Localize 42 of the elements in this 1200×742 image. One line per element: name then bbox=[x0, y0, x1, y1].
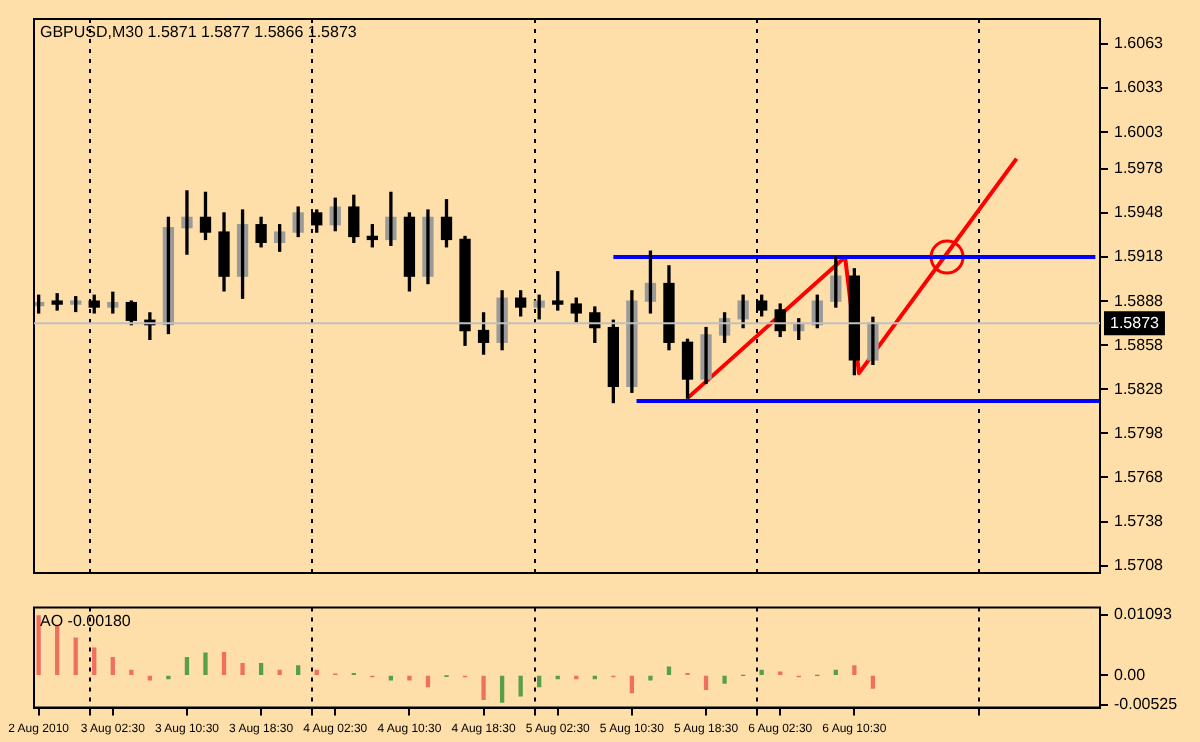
bar bbox=[277, 669, 282, 676]
bar bbox=[296, 665, 301, 676]
y-tick-label: -0.00525 bbox=[1114, 694, 1179, 713]
chart-title: GBPUSD,M30 1.5871 1.5877 1.5866 1.5873 bbox=[40, 23, 358, 42]
bar bbox=[870, 675, 876, 689]
chart-title: AO -0.00180 bbox=[40, 612, 132, 631]
bar bbox=[221, 651, 227, 676]
ref-line-label: 1.5873 bbox=[1110, 313, 1161, 332]
y-tick-label: 1.5948 bbox=[1114, 203, 1165, 222]
y-tick-label: 1.6003 bbox=[1114, 122, 1165, 141]
bar bbox=[722, 675, 727, 684]
bar bbox=[258, 663, 264, 676]
bar bbox=[537, 675, 542, 688]
y-tick-label: 1.5978 bbox=[1114, 159, 1165, 178]
y-tick-label: 1.5708 bbox=[1114, 556, 1165, 575]
bar bbox=[481, 675, 486, 700]
bar bbox=[499, 675, 505, 703]
y-tick-label: 1.6033 bbox=[1114, 78, 1165, 97]
bar bbox=[184, 656, 190, 676]
y-tick-label: 1.5918 bbox=[1114, 247, 1165, 266]
bar bbox=[407, 675, 412, 681]
y-tick-label: 1.6063 bbox=[1114, 34, 1165, 53]
bar bbox=[648, 675, 653, 681]
y-tick-label: 1.5798 bbox=[1114, 423, 1165, 442]
bar bbox=[110, 656, 115, 676]
y-tick-label: 0.01093 bbox=[1114, 605, 1173, 624]
bar bbox=[852, 665, 857, 676]
y-tick-label: 1.5768 bbox=[1114, 467, 1165, 486]
bar bbox=[36, 615, 41, 676]
y-tick-label: 1.5828 bbox=[1114, 379, 1165, 398]
bar bbox=[666, 666, 672, 676]
y-tick-label: 1.5888 bbox=[1114, 291, 1165, 310]
bar bbox=[92, 647, 97, 676]
bar bbox=[518, 675, 523, 697]
y-tick-label: 1.5738 bbox=[1114, 511, 1165, 530]
bar bbox=[425, 675, 431, 688]
y-tick-label: 1.5858 bbox=[1114, 335, 1165, 354]
bar bbox=[73, 637, 78, 676]
y-tick-label: 0.00 bbox=[1114, 665, 1147, 684]
bar bbox=[703, 675, 709, 690]
bar bbox=[203, 652, 208, 676]
bar bbox=[240, 663, 245, 676]
